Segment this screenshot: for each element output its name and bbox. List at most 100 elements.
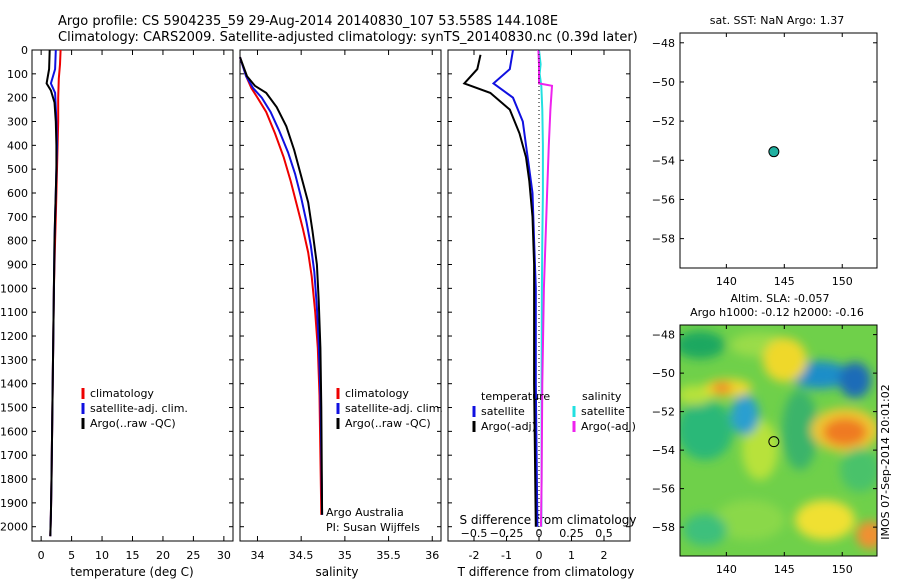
- x-tick-label: 35: [338, 549, 352, 562]
- sla-title-line-2: Argo h1000: -0.12 h2000: -0.16: [690, 306, 864, 319]
- y-tick-label: 1300: [0, 354, 28, 367]
- sst-map-panel: [679, 32, 878, 269]
- x-tick-label: 10: [95, 549, 109, 562]
- legend-label: Argo(-adj): [481, 420, 536, 433]
- series-line: [537, 49, 554, 527]
- y-tick-label: 300: [7, 116, 28, 129]
- legend-label: satellite-adj. clim.: [90, 402, 188, 415]
- x-tick-label: 35.5: [376, 549, 401, 562]
- x-tick-label: -2: [469, 549, 480, 562]
- legend-label: climatology: [90, 387, 154, 400]
- pi-annotation: PI: Susan Wijffels: [326, 521, 420, 534]
- x-tick-label: -1: [501, 549, 512, 562]
- y-tick-label: 1600: [0, 425, 28, 438]
- x-tick-label: 15: [126, 549, 140, 562]
- x-tick-label: 34: [250, 549, 264, 562]
- top-tick-label: 0.5: [595, 527, 613, 540]
- x-tick-label: 30: [217, 549, 231, 562]
- title-line-1: Argo profile: CS 5904235_59 29-Aug-2014 …: [58, 14, 559, 29]
- imos-timestamp: IMOS 07-Sep-2014 20:01:02: [879, 384, 892, 539]
- y-tick-label: −56: [652, 483, 675, 496]
- x-tick-label: 25: [186, 549, 200, 562]
- argo-location-marker: [768, 146, 780, 158]
- x-tick-label: 36: [425, 549, 439, 562]
- sla-title-line-1: Altim. SLA: -0.057: [730, 292, 829, 305]
- difference-xlabel: T difference from climatology: [457, 565, 635, 579]
- y-tick-label: 1200: [0, 330, 28, 343]
- y-tick-label: 800: [7, 235, 28, 248]
- legend-label: Argo(..raw -QC): [345, 417, 431, 430]
- y-tick-label: −58: [652, 521, 675, 534]
- y-tick-label: −50: [652, 367, 675, 380]
- y-tick-label: 1700: [0, 449, 28, 462]
- y-tick-label: 1500: [0, 402, 28, 415]
- x-tick-label: 140: [716, 275, 737, 288]
- top-tick-label: −0.25: [490, 527, 524, 540]
- y-tick-label: 600: [7, 187, 28, 200]
- y-tick-label: 500: [7, 163, 28, 176]
- y-tick-label: 700: [7, 211, 28, 224]
- argo-australia-annotation: Argo Australia: [326, 506, 404, 519]
- salinity-panel: [239, 49, 442, 542]
- temperature-panel: [31, 49, 234, 542]
- x-tick-label: 150: [832, 563, 853, 576]
- y-tick-label: 1100: [0, 306, 28, 319]
- legend-label: satellite: [581, 405, 625, 418]
- x-tick-label: 140: [716, 563, 737, 576]
- x-tick-label: 150: [832, 275, 853, 288]
- legend-label: salinity: [582, 390, 622, 403]
- legend-label: satellite-adj. clim.: [345, 402, 443, 415]
- x-tick-label: 2: [601, 549, 608, 562]
- y-tick-label: 100: [7, 68, 28, 81]
- title-line-2: Climatology: CARS2009. Satellite-adjuste…: [58, 30, 638, 45]
- top-tick-label: −0.5: [461, 527, 488, 540]
- y-tick-label: −52: [652, 406, 675, 419]
- x-tick-label: 5: [68, 549, 75, 562]
- series-line: [45, 49, 58, 537]
- y-tick-label: 2000: [0, 521, 28, 534]
- y-tick-label: −50: [652, 76, 675, 89]
- legend-label: climatology: [345, 387, 409, 400]
- series-line: [462, 54, 537, 527]
- top-tick-label: 0.25: [559, 527, 584, 540]
- difference-panel: [447, 49, 631, 542]
- temperature-xlabel: temperature (deg C): [70, 565, 193, 579]
- legend-label: temperature: [481, 390, 550, 403]
- sst-title: sat. SST: NaN Argo: 1.37: [710, 14, 844, 27]
- series-line: [239, 56, 324, 515]
- y-tick-label: 1400: [0, 378, 28, 391]
- y-tick-label: −52: [652, 115, 675, 128]
- salinity-xlabel: salinity: [315, 565, 358, 579]
- sla-map-panel: [679, 324, 878, 557]
- x-tick-label: 20: [156, 549, 170, 562]
- legend-label: Argo(-adj): [581, 420, 636, 433]
- y-tick-label: 1800: [0, 473, 28, 486]
- x-tick-label: 0: [38, 549, 45, 562]
- y-tick-label: 1000: [0, 282, 28, 295]
- y-tick-label: 200: [7, 92, 28, 105]
- y-tick-label: −48: [652, 329, 675, 342]
- x-tick-label: 34.5: [289, 549, 314, 562]
- legend-label: Argo(..raw -QC): [90, 417, 176, 430]
- argo-location-marker: [768, 436, 780, 448]
- sla-heatmap: [680, 325, 877, 556]
- y-tick-label: 900: [7, 259, 28, 272]
- y-tick-label: 0: [21, 44, 28, 57]
- top-tick-label: 0: [536, 527, 543, 540]
- y-tick-label: 400: [7, 139, 28, 152]
- x-tick-label: 1: [568, 549, 575, 562]
- x-tick-label: 145: [774, 275, 795, 288]
- y-tick-label: −54: [652, 444, 675, 457]
- series-line: [239, 56, 323, 515]
- x-tick-label: 145: [774, 563, 795, 576]
- legend-label: satellite: [481, 405, 525, 418]
- y-tick-label: −54: [652, 154, 675, 167]
- y-tick-label: 1900: [0, 497, 28, 510]
- y-tick-label: −48: [652, 37, 675, 50]
- series-line: [239, 56, 324, 515]
- difference-top-xlabel: S difference from climatology: [460, 513, 637, 527]
- y-tick-label: −56: [652, 193, 675, 206]
- series-line: [491, 49, 539, 527]
- x-tick-label: 0: [536, 549, 543, 562]
